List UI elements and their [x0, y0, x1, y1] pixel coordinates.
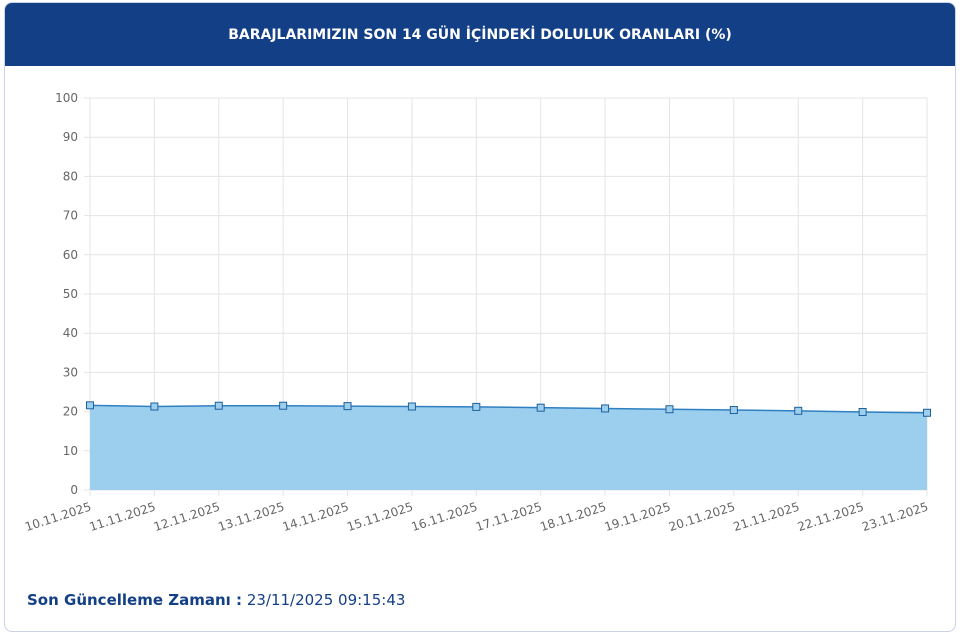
x-tick-label: 16.11.2025 [410, 500, 480, 535]
x-tick-label: 22.11.2025 [796, 500, 866, 535]
y-tick-label: 30 [63, 365, 78, 379]
point-marker [729, 406, 738, 415]
point-marker [343, 402, 352, 411]
y-tick-label: 70 [63, 209, 78, 223]
point-marker [794, 406, 803, 415]
y-tick-label: 80 [63, 169, 78, 183]
point-marker [923, 408, 931, 417]
x-tick-label: 10.11.2025 [23, 500, 93, 535]
y-tick-label: 90 [63, 130, 78, 144]
x-tick-label: 14.11.2025 [281, 500, 351, 535]
x-tick-label: 18.11.2025 [538, 500, 608, 535]
y-tick-label: 0 [70, 483, 78, 497]
update-time: 23/11/2025 09:15:43 [246, 591, 406, 609]
x-tick-label: 17.11.2025 [474, 500, 544, 535]
x-tick-label: 21.11.2025 [731, 500, 801, 535]
x-tick-label: 13.11.2025 [216, 500, 286, 535]
point-marker [407, 402, 416, 411]
point-marker [536, 403, 545, 412]
card-header: BARAJLARIMIZIN SON 14 GÜN İÇİNDEKİ DOLUL… [5, 3, 955, 66]
x-tick-label: 15.11.2025 [345, 500, 415, 535]
card: BARAJLARIMIZIN SON 14 GÜN İÇİNDEKİ DOLUL… [4, 2, 956, 632]
y-tick-label: 100 [55, 91, 78, 105]
point-marker [279, 401, 288, 410]
footer: Son Güncelleme Zamanı : 23/11/2025 09:15… [27, 591, 405, 609]
chart-title: BARAJLARIMIZIN SON 14 GÜN İÇİNDEKİ DOLUL… [228, 26, 732, 43]
point-marker [601, 404, 610, 413]
point-marker [150, 402, 159, 411]
y-tick-label: 40 [63, 326, 78, 340]
y-tick-label: 60 [63, 248, 78, 262]
x-tick-label: 19.11.2025 [603, 500, 673, 535]
line [89, 404, 928, 414]
point-marker [214, 401, 223, 410]
point-marker [858, 407, 867, 416]
x-tick-label: 23.11.2025 [860, 500, 930, 535]
x-tick-label: 11.11.2025 [88, 500, 158, 535]
point-marker [665, 405, 674, 414]
x-tick-label: 20.11.2025 [667, 500, 737, 535]
area-fill [90, 405, 927, 490]
y-tick-label: 20 [63, 405, 78, 419]
y-tick-label: 10 [63, 444, 78, 458]
update-label: Son Güncelleme Zamanı : [27, 591, 243, 609]
x-tick-label: 12.11.2025 [152, 500, 222, 535]
point-marker [472, 402, 481, 411]
y-tick-label: 50 [63, 287, 78, 301]
point-marker [86, 401, 94, 410]
